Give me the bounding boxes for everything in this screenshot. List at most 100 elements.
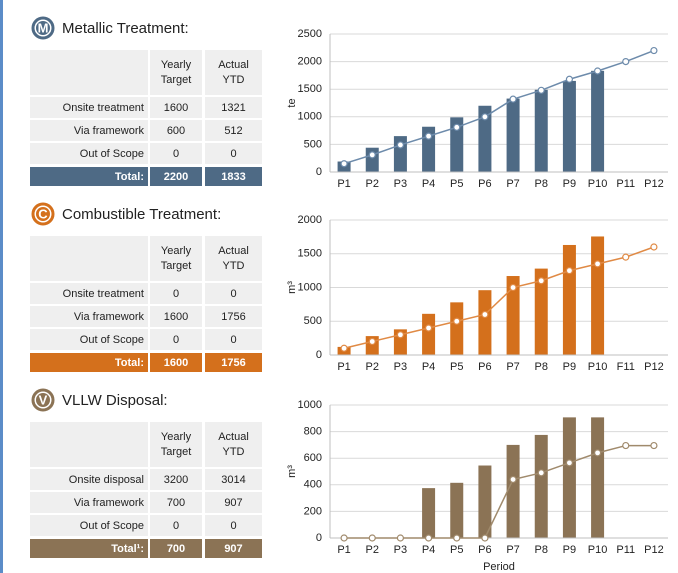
bar — [422, 313, 436, 355]
x-axis-label: Period — [483, 561, 515, 573]
total-cell-text: 700 — [167, 543, 185, 555]
bar — [591, 417, 605, 538]
x-tick-label: P1 — [337, 178, 350, 190]
x-tick-label: P6 — [478, 178, 491, 190]
section-icon-inner — [36, 21, 50, 35]
header-cell — [150, 422, 202, 467]
row-cell — [30, 329, 148, 350]
bar — [591, 70, 605, 172]
section-title: Metallic Treatment: — [62, 20, 189, 37]
row-cell — [30, 515, 148, 536]
bar — [534, 268, 548, 355]
row-cell — [205, 329, 262, 350]
y-tick-label: 0 — [316, 166, 322, 178]
x-tick-label: P5 — [450, 361, 463, 373]
row-cell — [150, 329, 202, 350]
row-cell — [30, 283, 148, 304]
header-cell — [205, 422, 262, 467]
bar — [506, 444, 520, 538]
x-tick-label: P7 — [506, 178, 519, 190]
x-tick-label: P1 — [337, 544, 350, 556]
cell: 600 — [167, 125, 185, 137]
section-icon-inner — [36, 207, 50, 221]
y-tick-label: 0 — [316, 532, 322, 544]
line-marker — [650, 46, 658, 55]
cell: Out of Scope — [80, 148, 144, 160]
line-marker — [424, 132, 433, 140]
left-edge — [0, 0, 3, 573]
x-tick-label: P7 — [506, 361, 519, 373]
column-header: Actual YTD — [218, 245, 249, 272]
row-cell — [30, 120, 148, 141]
bar — [450, 117, 464, 172]
column-header: Yearly Target — [161, 431, 192, 458]
y-tick-label: 2000 — [298, 56, 322, 68]
total-cell — [30, 539, 148, 558]
cell: 700 — [167, 497, 185, 509]
x-tick-label: P11 — [616, 178, 635, 190]
line-marker — [368, 337, 376, 346]
x-tick-label: P2 — [366, 178, 379, 190]
y-tick-label: 400 — [304, 479, 322, 491]
line-marker — [340, 160, 348, 168]
line — [343, 49, 655, 165]
cell: Via framework — [74, 311, 145, 323]
x-tick-label: P5 — [450, 544, 463, 556]
total-cell — [150, 353, 202, 372]
y-axis-label: m³ — [286, 465, 298, 478]
bar — [422, 126, 436, 172]
cell: Onsite treatment — [63, 288, 144, 300]
x-tick-label: P8 — [535, 178, 548, 190]
line-marker — [622, 57, 630, 66]
y-axis-label: m³ — [286, 281, 298, 294]
x-tick-label: P12 — [644, 178, 664, 190]
x-tick-label: P4 — [422, 178, 435, 190]
x-tick-label: P12 — [644, 361, 664, 373]
line-marker — [537, 277, 545, 285]
x-tick-label: P3 — [394, 178, 407, 190]
row-cell — [150, 120, 202, 141]
bar — [478, 465, 492, 538]
line-marker — [509, 95, 517, 103]
line-marker — [340, 534, 348, 542]
cell: 0 — [230, 288, 236, 300]
bar — [591, 236, 605, 355]
total-cell — [205, 539, 262, 558]
line-marker — [481, 310, 489, 319]
bar — [562, 244, 576, 355]
bar — [562, 417, 576, 538]
line-marker — [565, 267, 574, 275]
x-tick-label: P5 — [450, 178, 463, 190]
line-marker — [593, 67, 602, 75]
row-cell — [30, 97, 148, 118]
total-cell — [30, 167, 148, 186]
bar — [450, 482, 464, 538]
line-marker — [481, 534, 489, 542]
line-marker — [650, 243, 658, 251]
cell: Onsite disposal — [69, 474, 144, 486]
bar — [562, 80, 576, 172]
section-title: Combustible Treatment: — [62, 206, 221, 223]
row-cell — [205, 469, 262, 490]
row-cell — [205, 306, 262, 327]
y-tick-label: 1500 — [298, 83, 322, 95]
line-marker — [396, 534, 405, 542]
line-marker — [565, 459, 574, 467]
total-cell-text: Total: — [115, 357, 144, 369]
line-marker — [509, 475, 517, 484]
y-tick-label: 2500 — [298, 28, 322, 40]
cell: Out of Scope — [80, 334, 144, 346]
line-marker — [622, 253, 630, 261]
line-marker — [537, 469, 545, 477]
total-cell — [150, 539, 202, 558]
x-tick-label: P9 — [563, 361, 576, 373]
row-cell — [150, 515, 202, 536]
cell: 0 — [173, 288, 179, 300]
x-tick-label: P6 — [478, 544, 491, 556]
y-tick-label: 1500 — [298, 248, 322, 260]
cell: 0 — [173, 334, 179, 346]
cell: Out of Scope — [80, 520, 144, 532]
bar — [506, 276, 520, 355]
line-marker — [424, 534, 433, 542]
